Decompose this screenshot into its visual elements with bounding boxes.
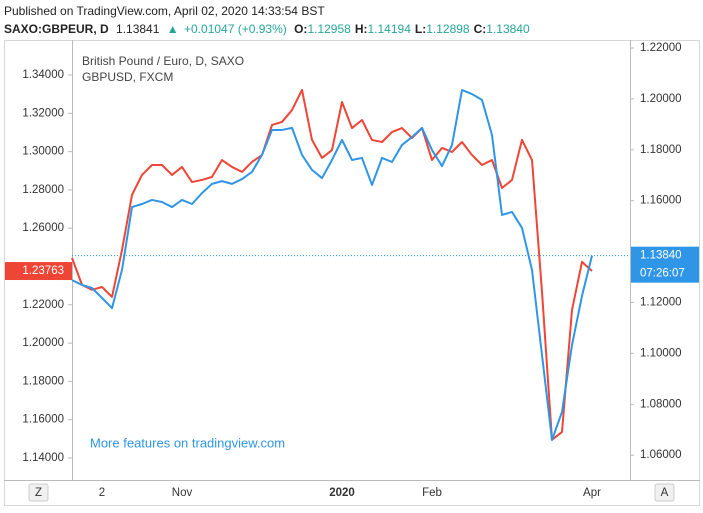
y-tick-label: 1.16000 [22, 414, 64, 426]
x-tick-label: 2020 [329, 487, 355, 499]
ohlc-key: H: [355, 22, 368, 36]
y-tick-label: 1.32000 [22, 107, 64, 119]
symbol-line: SAXO:GBPEUR, D 1.13841 ▲ +0.01047 (+0.93… [4, 22, 530, 36]
ohlc-key: O: [294, 22, 307, 36]
auto-label: A [661, 487, 669, 499]
y-tick-label: 1.20000 [22, 337, 64, 349]
ohlc-value: 1.12898 [426, 22, 470, 36]
ohlc-key: L: [415, 22, 426, 36]
zoom-label: Z [35, 487, 42, 499]
arrow: ▲ [167, 22, 179, 36]
ohlc-value: 1.14194 [368, 22, 412, 36]
legend-compare: GBPUSD, FXCM [82, 70, 173, 84]
price-label-box [5, 262, 72, 281]
symbol: SAXO:GBPEUR, D [4, 22, 109, 36]
y-tick-label: 1.28000 [22, 184, 64, 196]
y2-tick-label: 1.08000 [640, 398, 682, 410]
x-tick-label: 2 [99, 487, 105, 499]
published: Published on TradingView.com, April 02, … [4, 4, 325, 18]
countdown: 07:26:07 [640, 268, 685, 280]
ohlc-value: 1.12958 [307, 22, 351, 36]
change: +0.01047 (+0.93%) [184, 22, 287, 36]
y2-tick-label: 1.12000 [640, 297, 682, 309]
ohlc-key: C: [474, 22, 487, 36]
auto-button[interactable] [654, 483, 675, 502]
x-tick-label: Apr [583, 487, 601, 499]
y-tick-label: 1.34000 [22, 69, 64, 81]
price-label-box [631, 246, 699, 283]
y-tick-label: 1.22000 [22, 299, 64, 311]
y-tick-label: 1.26000 [22, 222, 64, 234]
y-tick-label: 1.14000 [22, 452, 64, 464]
y2-tick-label: 1.20000 [640, 93, 682, 105]
zoom-button[interactable] [28, 483, 49, 502]
legend-main: British Pound / Euro, D, SAXO [82, 54, 244, 68]
x-tick-label: Feb [422, 487, 442, 499]
x-tick-label: Nov [172, 487, 193, 499]
y2-tick-label: 1.06000 [640, 449, 682, 461]
series-line [71, 88, 593, 441]
y2-tick-label: 1.16000 [640, 195, 682, 207]
y2-tick-label: 1.10000 [640, 347, 682, 359]
price: 1.13841 [116, 22, 160, 36]
y2-tick-label: 1.18000 [640, 144, 682, 156]
series-line [71, 88, 593, 441]
ohlc-value: 1.13840 [486, 22, 530, 36]
y2-tick-label: 1.22000 [640, 42, 682, 54]
y-tick-label: 1.30000 [22, 146, 64, 158]
price-label: 1.23763 [22, 265, 64, 277]
frame [4, 40, 700, 506]
price-label: 1.13840 [640, 250, 682, 262]
y-tick-label: 1.18000 [22, 375, 64, 387]
watermark: More features on tradingview.com [90, 435, 285, 450]
